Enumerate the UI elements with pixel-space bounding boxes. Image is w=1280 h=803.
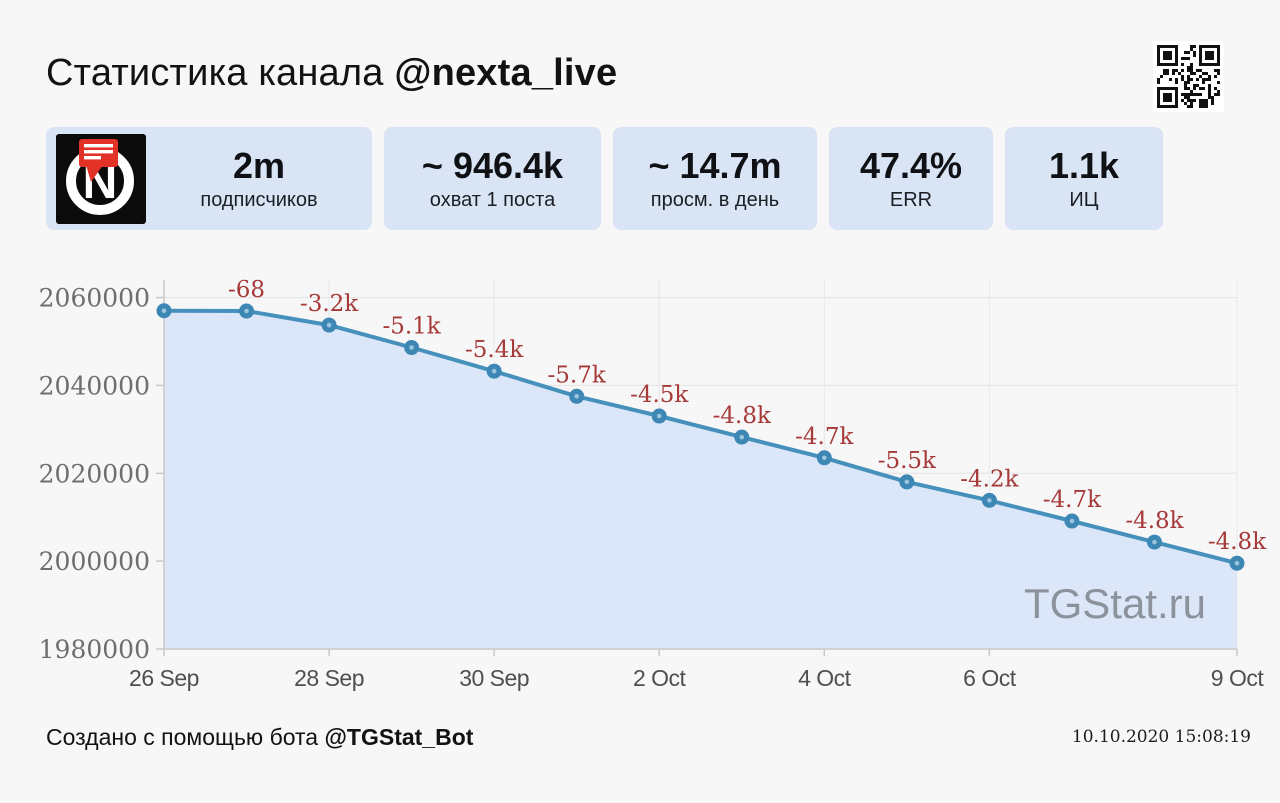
credit-bot-name: @TGStat_Bot <box>324 724 474 750</box>
data-point-dot <box>987 498 992 503</box>
data-point-dot <box>244 308 249 314</box>
x-tick-label: 9 Oct <box>1211 665 1265 691</box>
point-label: -5.4k <box>465 337 524 363</box>
stat-card-err: 47.4% ERR <box>829 127 993 230</box>
qr-code-image <box>1153 41 1224 112</box>
point-label: -4.7k <box>1043 487 1102 513</box>
area-fill <box>164 310 1237 649</box>
channel-logo: N <box>56 133 146 224</box>
stat-value-err: 47.4% <box>859 145 963 187</box>
stat-value-reach: ~ 946.4k <box>421 145 564 187</box>
point-label: -4.5k <box>630 382 689 408</box>
x-tick-label: 4 Oct <box>798 665 852 691</box>
page-title-prefix: Статистика канала <box>46 52 395 94</box>
channel-name: @nexta_live <box>394 52 618 94</box>
stat-label-daily-views: просм. в день <box>650 188 780 211</box>
point-label: -5.5k <box>878 448 937 474</box>
stat-card-reach: ~ 946.4k охват 1 поста <box>384 127 601 230</box>
watermark: TGStat.ru <box>1024 580 1206 627</box>
point-label: -3.2k <box>300 291 359 317</box>
x-tick-label: 28 Sep <box>294 665 364 691</box>
point-label: -4.8k <box>713 403 772 429</box>
point-label: -4.8k <box>1125 508 1184 534</box>
credit-line: Создано с помощью бота @TGStat_Bot <box>46 724 473 751</box>
data-point-dot <box>326 322 332 328</box>
y-tick-label: 2060000 <box>39 284 150 313</box>
stat-value-subscribers: 2m <box>232 145 286 187</box>
stat-label-reach: охват 1 поста <box>429 188 556 211</box>
stat-label-citation-index: ИЦ <box>1069 188 1099 211</box>
data-point-dot <box>656 413 662 419</box>
point-label: -4.7k <box>795 424 854 450</box>
credit-text: Создано с помощью бота <box>46 724 325 750</box>
stats-cards: N 2m подписчиков ~ 946.4k охват 1 поста <box>46 127 1163 230</box>
stat-card-daily-views: ~ 14.7m просм. в день <box>613 127 817 230</box>
data-point-dot <box>1234 560 1240 566</box>
y-tick-label: 1980000 <box>39 635 150 664</box>
subscribers-chart: 1980000 2000000 2020000 2040000 2060000 TGSta… <box>39 277 1268 691</box>
stat-value-citation-index: 1.1k <box>1048 145 1120 187</box>
stat-card-citation-index: 1.1k ИЦ <box>1005 127 1163 230</box>
point-label: -5.1k <box>382 314 441 340</box>
point-label: -68 <box>228 277 265 303</box>
point-label: -4.8k <box>1208 529 1267 555</box>
page-title: Статистика канала @nexta_live <box>46 52 617 96</box>
data-point-dot <box>822 455 827 461</box>
x-tick-label: 30 Sep <box>459 665 529 691</box>
data-point-dot <box>904 479 910 485</box>
data-point-dot <box>1152 539 1157 545</box>
data-point-dot <box>491 368 497 374</box>
data-point-dot <box>739 434 745 440</box>
data-point-dot <box>161 308 167 314</box>
x-tick-label: 2 Oct <box>633 665 687 691</box>
y-tick-label: 2000000 <box>39 547 150 576</box>
point-label: -5.7k <box>548 362 607 388</box>
data-point-dot <box>1069 518 1075 524</box>
point-label: -4.2k <box>960 466 1019 492</box>
data-point-dot <box>574 393 579 399</box>
series-line <box>162 308 1239 566</box>
y-tick-label: 2020000 <box>39 459 150 488</box>
x-tick-label: 26 Sep <box>129 665 199 691</box>
qr-code <box>1153 41 1224 112</box>
x-tick-label: 6 Oct <box>963 665 1017 691</box>
stat-label-err: ERR <box>889 188 933 211</box>
data-point-dot <box>409 345 414 350</box>
y-tick-label: 2040000 <box>39 371 150 400</box>
channel-logo-image: N <box>56 133 146 224</box>
stat-value-daily-views: ~ 14.7m <box>648 145 782 187</box>
generation-timestamp: 10.10.2020 15:08:19 <box>1071 727 1251 747</box>
stat-card-subscribers: N 2m подписчиков <box>46 127 372 230</box>
stat-label-subscribers: подписчиков <box>200 188 318 211</box>
